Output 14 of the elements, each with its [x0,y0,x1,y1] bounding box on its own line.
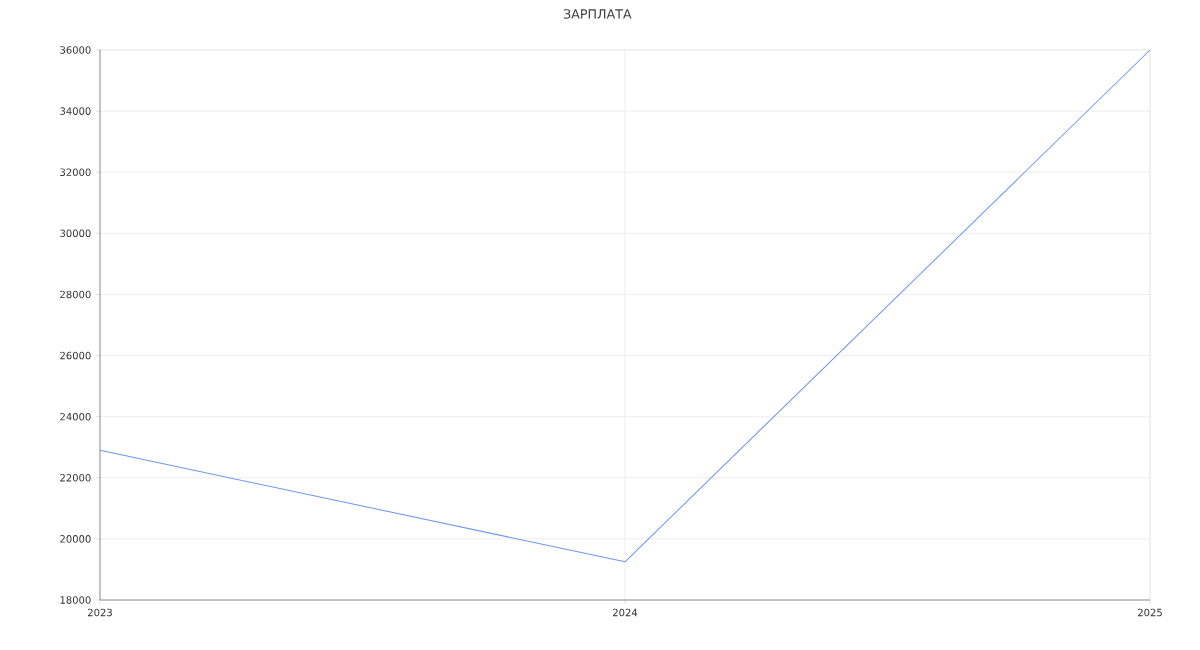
x-tick-label: 2023 [88,608,112,617]
y-tick-label: 22000 [60,473,91,482]
y-tick-label: 34000 [60,107,91,115]
y-tick-label: 32000 [60,168,91,177]
y-tick-label: 26000 [60,351,91,360]
y-tick-label: 30000 [60,229,91,238]
y-tick-label: 28000 [60,290,91,299]
y-tick-label: 24000 [60,412,91,421]
chart-title: ЗАРПЛАТА [563,9,632,19]
y-tick-label: 18000 [60,596,91,604]
y-tick-label: 36000 [60,46,91,54]
x-tick-label: 2024 [613,608,638,617]
x-tick-label: 2025 [1138,608,1162,617]
y-tick-label: 20000 [60,535,91,543]
